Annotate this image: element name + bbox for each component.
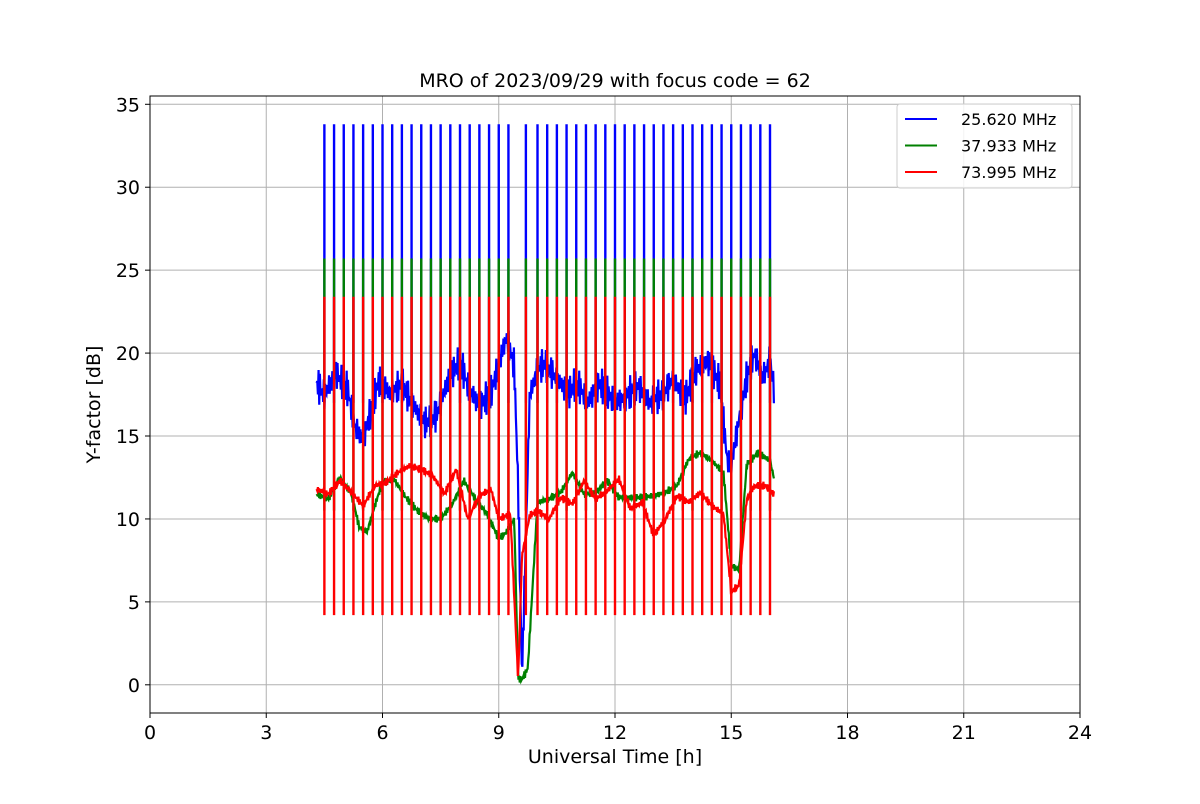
legend-label: 37.933 MHz: [961, 137, 1056, 156]
legend-label: 25.620 MHz: [961, 110, 1056, 129]
y-tick-label: 20: [116, 343, 140, 365]
x-axis-label: Universal Time [h]: [528, 746, 702, 768]
series-2: [315, 296, 775, 677]
y-tick-label: 15: [116, 426, 140, 448]
x-tick-label: 21: [952, 722, 976, 744]
x-tick-label: 6: [376, 722, 388, 744]
legend-box: [896, 103, 1073, 189]
x-tick-label: 12: [603, 722, 627, 744]
legend: 25.620 MHz 37.933 MHz 73.995 MHz: [896, 103, 1073, 189]
x-tick-label: 3: [260, 722, 272, 744]
y-tick-label: 0: [128, 675, 140, 697]
plot-area: [315, 124, 775, 685]
legend-label: 73.995 MHz: [961, 163, 1056, 182]
chart-title: MRO of 2023/09/29 with focus code = 62: [419, 70, 811, 92]
x-tick-label: 24: [1068, 722, 1092, 744]
y-tick-label: 25: [116, 260, 140, 282]
x-axis: 0 3 6 9 12 15 18 21 24: [144, 713, 1092, 744]
x-tick-label: 0: [144, 722, 156, 744]
y-tick-label: 30: [116, 177, 140, 199]
x-tick-label: 15: [719, 722, 743, 744]
y-tick-label: 10: [116, 509, 140, 531]
y-tick-label: 35: [116, 94, 140, 116]
y-axis-label: Y-factor [dB]: [83, 346, 105, 465]
y-axis: 0 5 10 15 20 25 30 35: [116, 94, 150, 697]
y-tick-label: 5: [128, 592, 140, 614]
x-tick-label: 9: [493, 722, 505, 744]
x-tick-label: 18: [835, 722, 859, 744]
